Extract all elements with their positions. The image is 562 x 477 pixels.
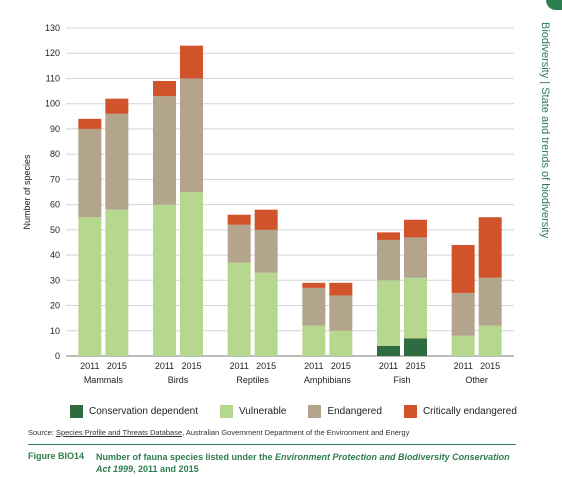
bar-segment-critically-endangered	[78, 118, 102, 129]
bar-segment-endangered	[451, 292, 475, 336]
figure-caption: Number of fauna species listed under the…	[96, 451, 516, 475]
bar-segment-critically-endangered	[227, 214, 251, 225]
x-tick-label-year: 2015	[256, 361, 276, 371]
x-category-label: Amphibians	[304, 375, 352, 385]
bar-segment-critically-endangered	[153, 80, 176, 97]
bar-segment-endangered	[302, 287, 326, 326]
x-category-label: Fish	[393, 375, 410, 385]
figure-label: Figure BIO14	[28, 451, 85, 461]
x-tick-label-year: 2011	[80, 361, 99, 371]
bar-segment-vulnerable	[478, 325, 502, 356]
bar-segment-critically-endangered	[377, 232, 400, 240]
source-prefix: Source:	[28, 428, 56, 437]
x-category-label: Mammals	[84, 375, 124, 385]
legend-item-vulnerable: Vulnerable	[219, 404, 287, 418]
bar-segment-vulnerable	[451, 335, 475, 356]
x-tick-label-year: 2015	[331, 361, 351, 371]
caption-text-b: , 2011 and 2015	[133, 464, 199, 474]
y-axis-label: Number of species	[22, 154, 32, 230]
bar-segment-conservation-dependent	[377, 345, 400, 356]
y-tick-label: 100	[45, 99, 60, 109]
side-section-title: Biodiversity | State and trends of biodi…	[539, 22, 551, 239]
y-tick-label: 90	[50, 124, 60, 134]
bar-segment-endangered	[227, 224, 251, 263]
x-tick-label-year: 2011	[379, 361, 398, 371]
bar-segment-vulnerable	[227, 262, 251, 356]
caption-divider	[28, 444, 516, 445]
x-category-label: Other	[465, 375, 488, 385]
y-tick-label: 10	[50, 326, 60, 336]
x-category-label: Reptiles	[236, 375, 269, 385]
x-category-label: Birds	[168, 375, 189, 385]
legend-label: Conservation dependent	[89, 405, 198, 417]
legend-swatch	[219, 404, 233, 418]
bar-segment-endangered	[329, 295, 353, 331]
bar-segment-endangered	[254, 229, 278, 273]
y-tick-label: 80	[50, 149, 60, 159]
y-tick-label: 50	[50, 225, 60, 235]
bar-segment-endangered	[153, 96, 176, 205]
bar-segment-endangered	[105, 113, 129, 210]
bar-segment-vulnerable	[329, 330, 353, 356]
bar-segment-critically-endangered	[302, 282, 326, 288]
y-tick-label: 40	[50, 250, 60, 260]
x-tick-label-year: 2011	[155, 361, 174, 371]
x-tick-label-year: 2011	[453, 361, 472, 371]
legend-swatch	[403, 404, 417, 418]
bar-segment-critically-endangered	[404, 219, 427, 238]
y-tick-label: 130	[45, 23, 60, 33]
source-note: Source: Species Profile and Threats Data…	[28, 428, 409, 437]
bar-segment-endangered	[78, 128, 102, 218]
x-tick-label-year: 2015	[480, 361, 500, 371]
legend-label: Endangered	[327, 405, 382, 417]
chart-legend: Conservation dependent Vulnerable Endang…	[70, 402, 517, 420]
bar-segment-vulnerable	[404, 277, 427, 339]
bar-segment-vulnerable	[302, 325, 326, 356]
bar-segment-critically-endangered	[180, 45, 203, 79]
legend-swatch	[308, 404, 322, 418]
legend-item-conservation-dependent: Conservation dependent	[70, 404, 198, 418]
y-tick-label: 110	[46, 73, 60, 83]
y-tick-label: 20	[50, 301, 60, 311]
y-tick-label: 30	[50, 275, 60, 285]
bar-segment-vulnerable	[377, 280, 400, 346]
source-rest: , Australian Government Department of th…	[182, 428, 410, 437]
corner-tab	[546, 0, 562, 10]
caption-act-name: Environment Protection and Biodiversity …	[96, 452, 510, 474]
source-link[interactable]: Species Profile and Threats Database	[55, 428, 183, 437]
y-tick-label: 70	[50, 174, 60, 184]
stacked-bar-chart: 0 10 20 30 40 50 60 70 80 90 100 110 120 130 Number of…	[22, 23, 514, 385]
bar-segment-endangered	[404, 237, 427, 278]
legend-item-critically-endangered: Critically endangered	[403, 404, 517, 418]
bar-segment-endangered	[478, 277, 502, 326]
bar-segment-critically-endangered	[254, 209, 278, 230]
legend-swatch	[70, 404, 83, 418]
bar-segment-critically-endangered	[105, 98, 129, 114]
legend-label: Vulnerable	[238, 405, 287, 417]
x-tick-label-year: 2015	[405, 361, 425, 371]
x-tick-label-year: 2015	[107, 361, 127, 371]
bar-segment-critically-endangered	[451, 244, 475, 293]
x-tick-label-year: 2011	[229, 361, 248, 371]
bar-segment-vulnerable	[153, 204, 176, 356]
y-tick-label: 60	[50, 200, 60, 210]
x-tick-label-year: 2015	[181, 361, 201, 371]
legend-item-endangered: Endangered	[308, 404, 382, 418]
bar-segment-vulnerable	[180, 192, 203, 356]
bar-segment-endangered	[180, 78, 203, 192]
bar-segment-endangered	[377, 239, 400, 281]
legend-label: Critically endangered	[422, 405, 517, 417]
y-tick-label: 120	[45, 48, 60, 58]
bar-segment-critically-endangered	[478, 217, 502, 278]
caption-text-a: Number of fauna species listed under the	[96, 452, 276, 462]
bar-segment-conservation-dependent	[404, 338, 427, 356]
bar-segment-vulnerable	[105, 209, 129, 356]
y-tick-label: 0	[55, 351, 60, 361]
bar-segment-vulnerable	[254, 272, 278, 356]
bar-segment-critically-endangered	[329, 282, 353, 296]
bar-segment-vulnerable	[78, 217, 102, 356]
x-tick-label-year: 2011	[304, 361, 323, 371]
